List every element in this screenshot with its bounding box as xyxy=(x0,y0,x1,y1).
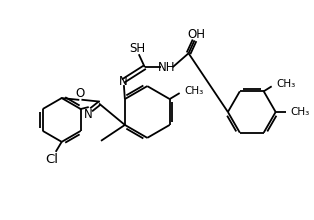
Text: CH₃: CH₃ xyxy=(290,107,310,117)
Text: CH₃: CH₃ xyxy=(277,79,296,89)
Text: O: O xyxy=(76,87,85,100)
Text: CH₃: CH₃ xyxy=(185,86,204,96)
Text: N: N xyxy=(84,108,92,121)
Text: OH: OH xyxy=(187,28,206,41)
Text: Cl: Cl xyxy=(45,153,58,166)
Text: N: N xyxy=(118,75,127,88)
Text: SH: SH xyxy=(129,42,145,55)
Text: NH: NH xyxy=(158,61,176,74)
